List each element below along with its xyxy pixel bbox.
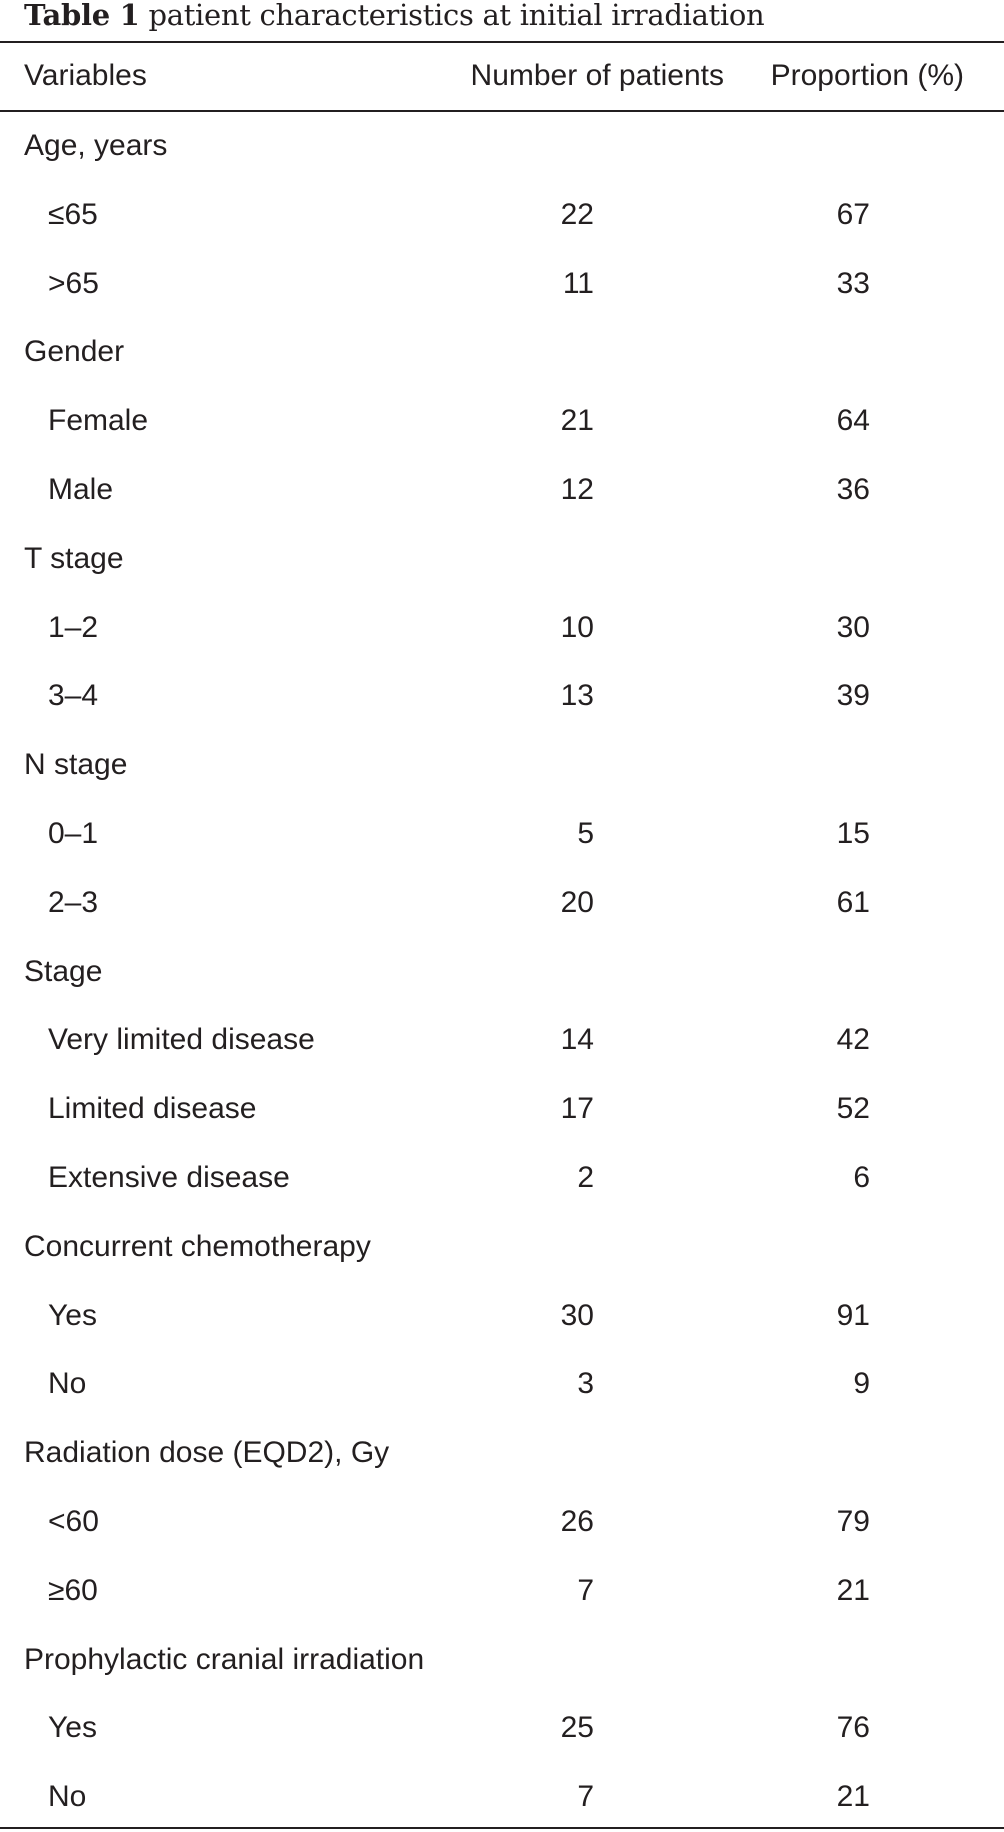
row-number-of-patients: 20 bbox=[560, 886, 594, 919]
row-proportion: 6 bbox=[853, 1161, 870, 1194]
row-sublabel: 1–2 bbox=[48, 611, 99, 644]
header-proportion: Proportion (%) bbox=[770, 59, 964, 92]
header-variables: Variables bbox=[24, 59, 147, 92]
row-number-of-patients: 17 bbox=[560, 1092, 594, 1125]
row-number-of-patients: 21 bbox=[560, 404, 594, 437]
row-category-label: Concurrent chemotherapy bbox=[24, 1230, 371, 1263]
row-category-label: N stage bbox=[24, 748, 128, 781]
row-proportion: 30 bbox=[836, 611, 870, 644]
row-number-of-patients: 7 bbox=[577, 1574, 594, 1607]
row-number-of-patients: 13 bbox=[560, 679, 594, 712]
row-number-of-patients: 30 bbox=[560, 1299, 594, 1332]
row-number-of-patients: 2 bbox=[577, 1161, 594, 1194]
row-sublabel: >65 bbox=[48, 267, 99, 300]
row-category-label: Gender bbox=[24, 335, 125, 368]
row-proportion: 21 bbox=[836, 1780, 870, 1813]
row-sublabel: <60 bbox=[48, 1505, 99, 1538]
row-proportion: 52 bbox=[836, 1092, 870, 1125]
row-proportion: 15 bbox=[836, 817, 870, 850]
row-proportion: 33 bbox=[836, 267, 870, 300]
table-number: Table 1 bbox=[24, 0, 140, 32]
row-proportion: 76 bbox=[836, 1711, 870, 1744]
row-sublabel: Yes bbox=[48, 1299, 97, 1332]
row-number-of-patients: 3 bbox=[577, 1367, 594, 1400]
row-category-label: Age, years bbox=[24, 129, 168, 162]
row-sublabel: Male bbox=[48, 473, 114, 506]
row-sublabel: 2–3 bbox=[48, 886, 99, 919]
row-proportion: 36 bbox=[836, 473, 870, 506]
row-proportion: 67 bbox=[836, 198, 870, 231]
row-sublabel: No bbox=[48, 1780, 87, 1813]
row-sublabel: Limited disease bbox=[48, 1092, 257, 1125]
row-category-label: T stage bbox=[24, 542, 124, 575]
row-number-of-patients: 11 bbox=[562, 267, 594, 300]
row-proportion: 91 bbox=[836, 1299, 870, 1332]
row-proportion: 9 bbox=[853, 1367, 870, 1400]
row-sublabel: No bbox=[48, 1367, 87, 1400]
bottom-rule bbox=[0, 1827, 1004, 1829]
row-number-of-patients: 14 bbox=[560, 1023, 594, 1056]
row-category-label: Stage bbox=[24, 955, 103, 988]
row-sublabel: 0–1 bbox=[48, 817, 99, 850]
top-rule bbox=[0, 41, 1004, 43]
row-number-of-patients: 22 bbox=[560, 198, 594, 231]
row-sublabel: ≤65 bbox=[48, 198, 98, 231]
table-title: patient characteristics at initial irrad… bbox=[148, 0, 765, 32]
row-sublabel: Extensive disease bbox=[48, 1161, 290, 1194]
row-proportion: 64 bbox=[836, 404, 870, 437]
row-number-of-patients: 7 bbox=[577, 1780, 594, 1813]
row-category-label: Radiation dose (EQD2), Gy bbox=[24, 1436, 390, 1469]
row-category-label: Prophylactic cranial irradiation bbox=[24, 1643, 425, 1676]
row-number-of-patients: 12 bbox=[560, 473, 594, 506]
header-rule bbox=[0, 110, 1004, 112]
row-proportion: 61 bbox=[836, 886, 870, 919]
row-number-of-patients: 10 bbox=[560, 611, 594, 644]
table-caption: Table 1 patient characteristics at initi… bbox=[24, 0, 765, 40]
row-proportion: 42 bbox=[836, 1023, 870, 1056]
row-sublabel: 3–4 bbox=[48, 679, 99, 712]
header-number-of-patients: Number of patients bbox=[470, 59, 724, 92]
row-sublabel: Yes bbox=[48, 1711, 97, 1744]
row-number-of-patients: 26 bbox=[560, 1505, 594, 1538]
row-proportion: 21 bbox=[836, 1574, 870, 1607]
row-number-of-patients: 5 bbox=[577, 817, 594, 850]
row-sublabel: Female bbox=[48, 404, 149, 437]
row-proportion: 79 bbox=[836, 1505, 870, 1538]
row-sublabel: ≥60 bbox=[48, 1574, 98, 1607]
row-proportion: 39 bbox=[836, 679, 870, 712]
row-number-of-patients: 25 bbox=[560, 1711, 594, 1744]
row-sublabel: Very limited disease bbox=[48, 1023, 315, 1056]
